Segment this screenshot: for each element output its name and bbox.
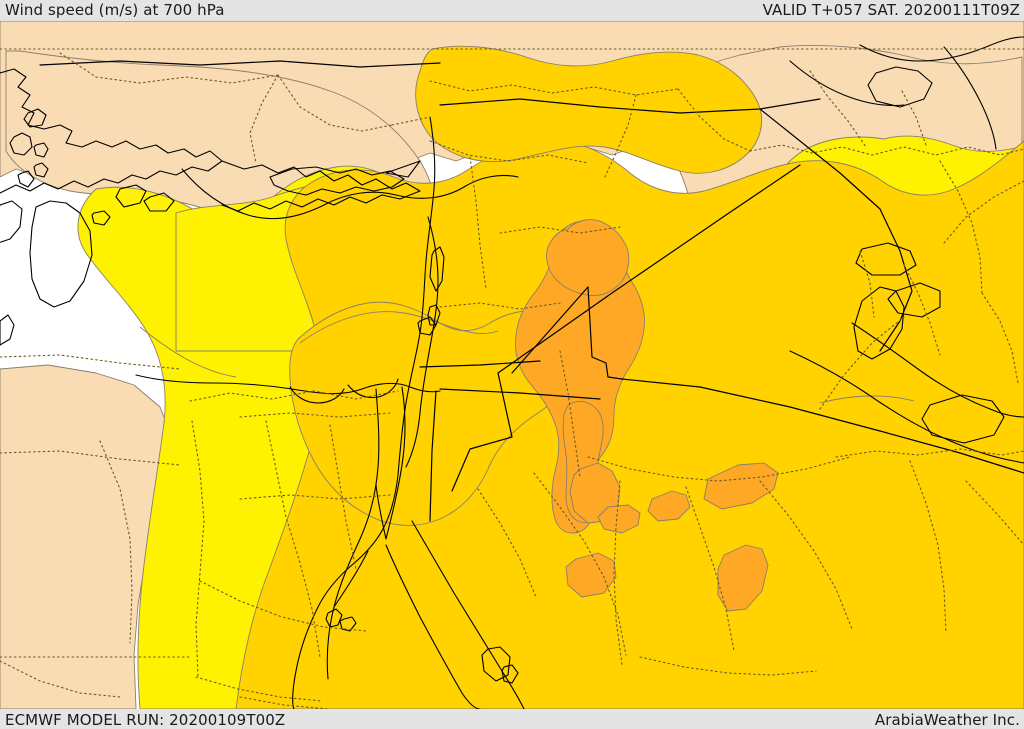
provider-credit: ArabiaWeather Inc.	[874, 711, 1020, 729]
model-run-label: ECMWF MODEL RUN: 20200109T00Z	[5, 711, 286, 729]
header-bar: Wind speed (m/s) at 700 hPa VALID T+057 …	[0, 0, 1024, 21]
valid-time-label: VALID T+057 SAT. 20200111T09Z	[762, 1, 1020, 19]
filled-contour-map	[0, 21, 1024, 709]
footer-bar: ECMWF MODEL RUN: 20200109T00Z ArabiaWeat…	[0, 709, 1024, 729]
page-title: Wind speed (m/s) at 700 hPa	[5, 1, 225, 19]
international-borders-dotted	[0, 48, 1024, 709]
international-borders-solid	[39, 60, 1024, 522]
map-svg	[0, 21, 1024, 709]
contour-lines	[139, 311, 915, 404]
coastlines	[0, 36, 1024, 709]
